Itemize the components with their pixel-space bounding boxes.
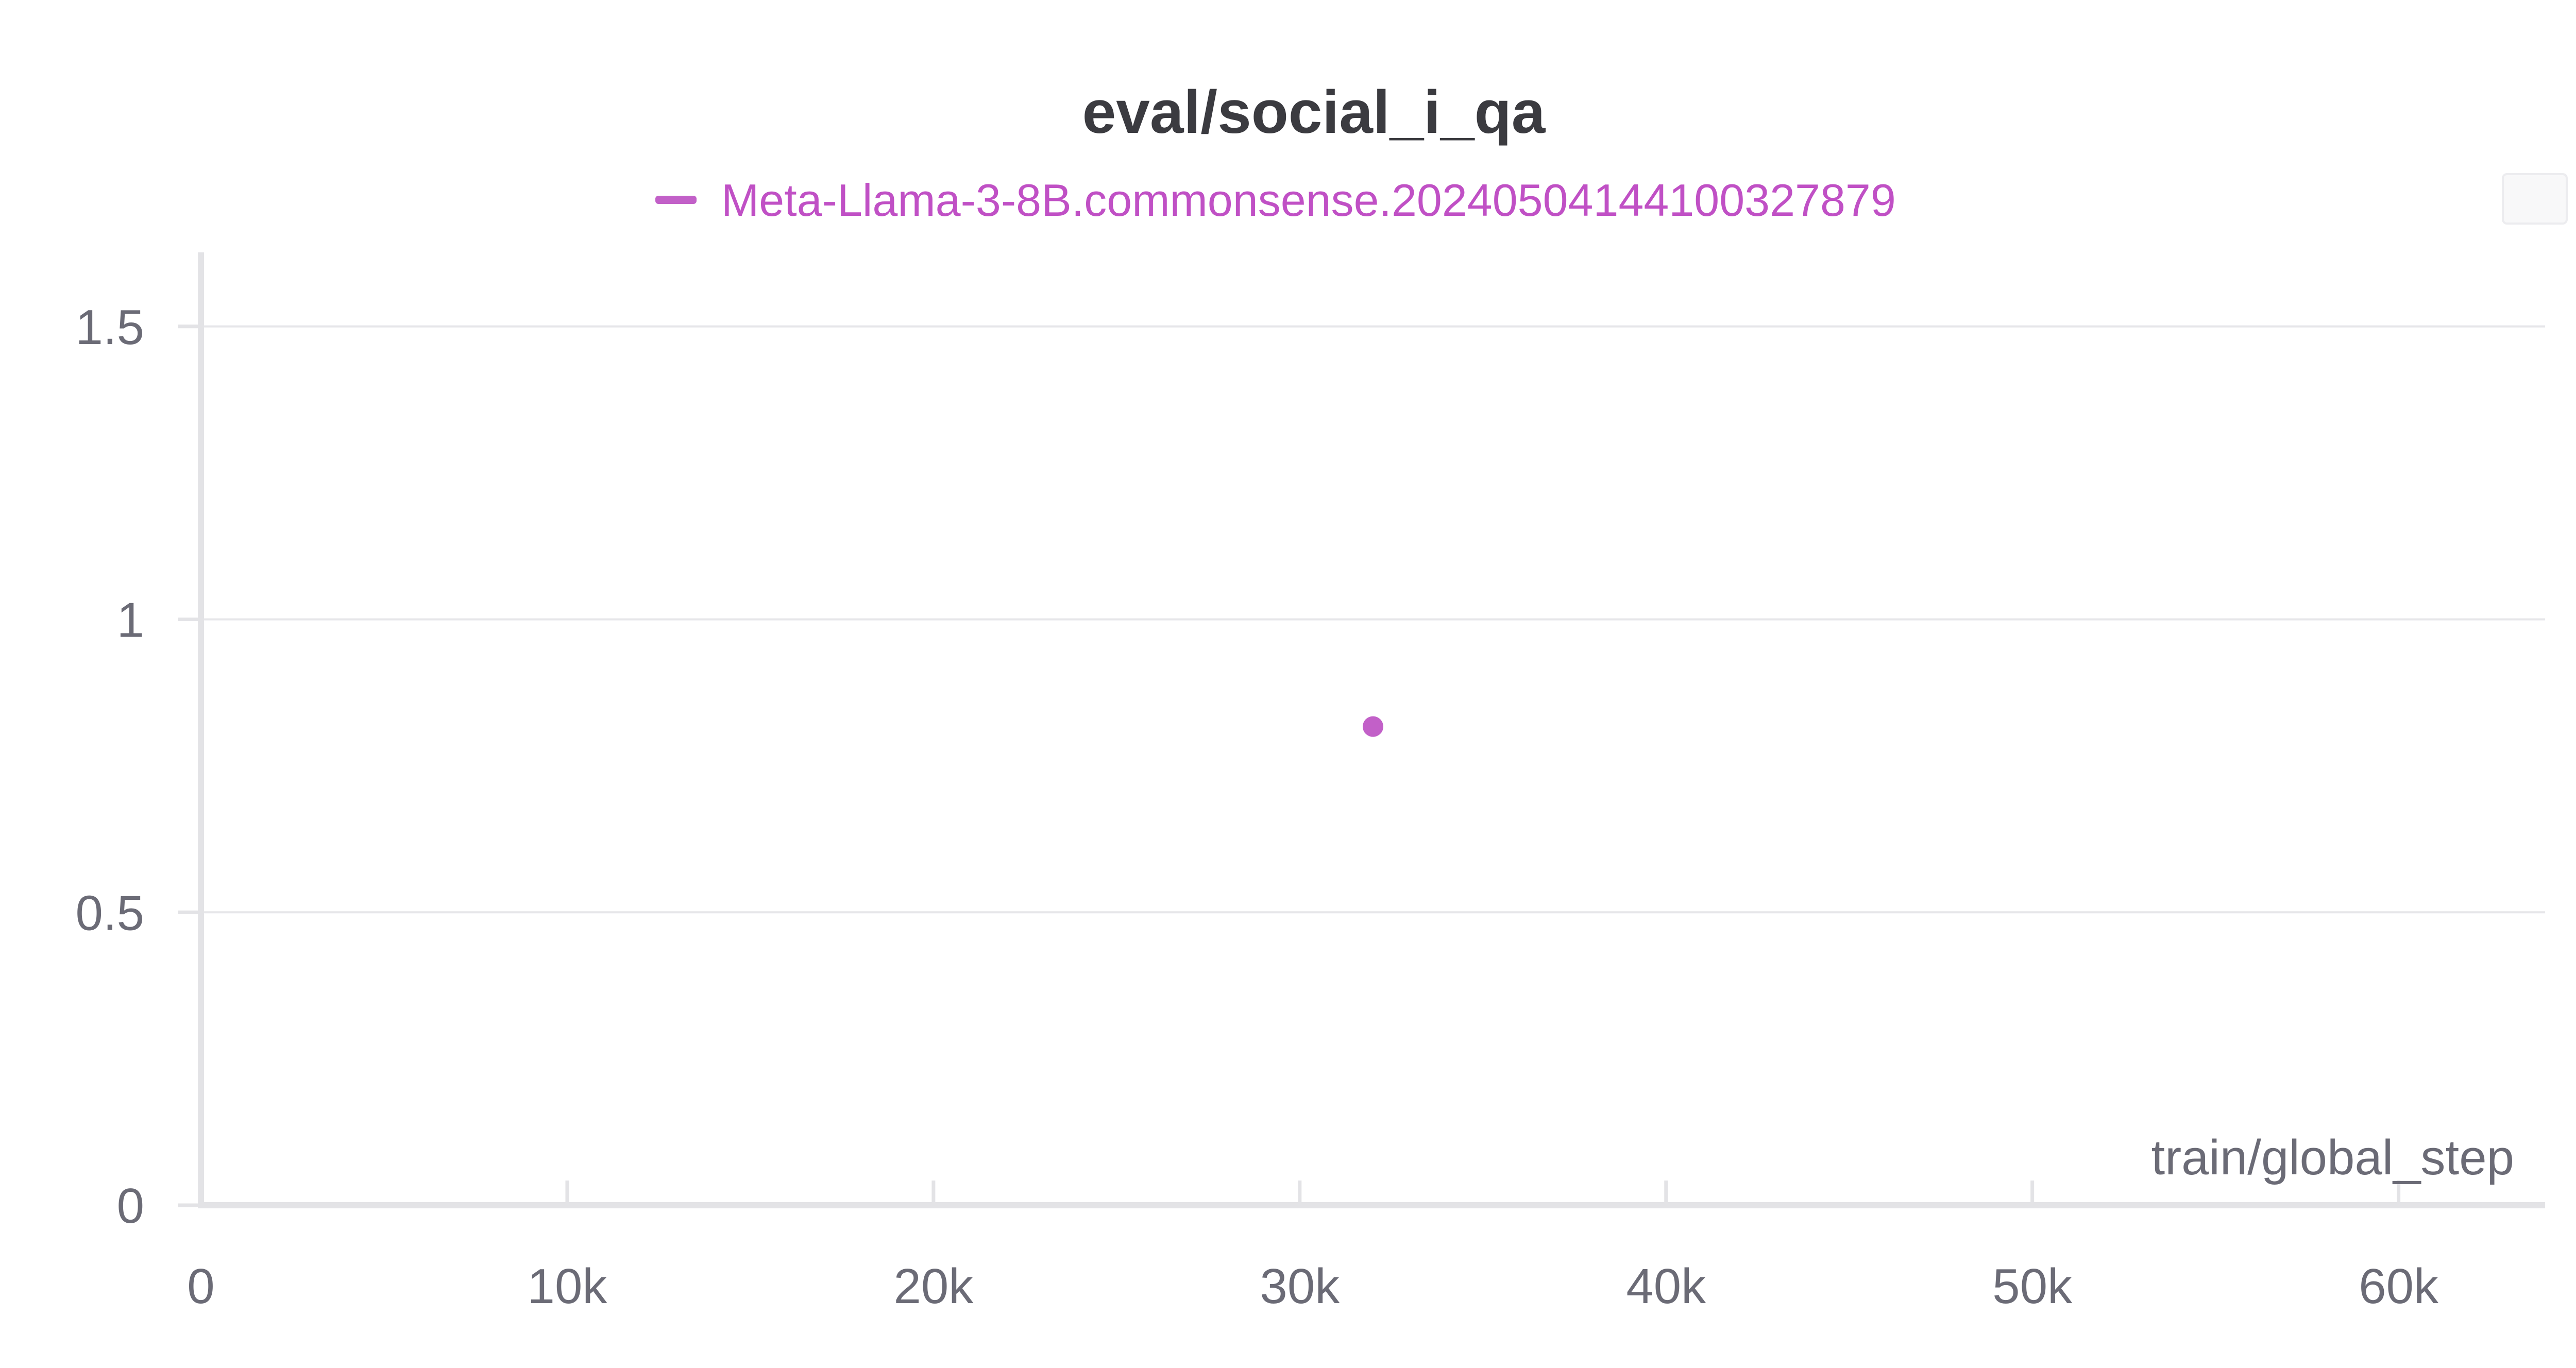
y-tick-label: 0 — [117, 1178, 144, 1234]
y-tick-label: 1 — [117, 593, 144, 648]
axes — [178, 252, 2545, 1208]
y-tick-label: 0.5 — [76, 885, 144, 940]
legend-swatch — [655, 196, 697, 204]
x-tick-label: 40k — [1626, 1259, 1706, 1314]
x-tick-label: 0 — [187, 1259, 214, 1314]
gridlines — [201, 325, 2545, 914]
x-tick-label: 20k — [893, 1259, 974, 1314]
x-tick-label: 50k — [1992, 1259, 2073, 1314]
data-points — [1363, 716, 1383, 737]
legend[interactable]: Meta-Llama-3-8B.commonsense.202405041441… — [655, 175, 1896, 226]
y-tick-label: 1.5 — [76, 300, 144, 355]
tick-labels: 0 0.5 1 1.5 0 10k 20k 30k 40k 50k 60k — [76, 300, 2439, 1314]
x-axis-title: train/global_step — [2151, 1130, 2514, 1185]
x-tick-label: 30k — [1260, 1259, 1340, 1314]
x-tick-label: 60k — [2359, 1259, 2439, 1314]
legend-label: Meta-Llama-3-8B.commonsense.202405041441… — [721, 175, 1896, 226]
chart-title: eval/social_i_qa — [1082, 78, 1546, 146]
x-tick-label: 10k — [528, 1259, 608, 1314]
data-point[interactable] — [1363, 716, 1383, 737]
chart-menu-button[interactable] — [2502, 173, 2568, 225]
